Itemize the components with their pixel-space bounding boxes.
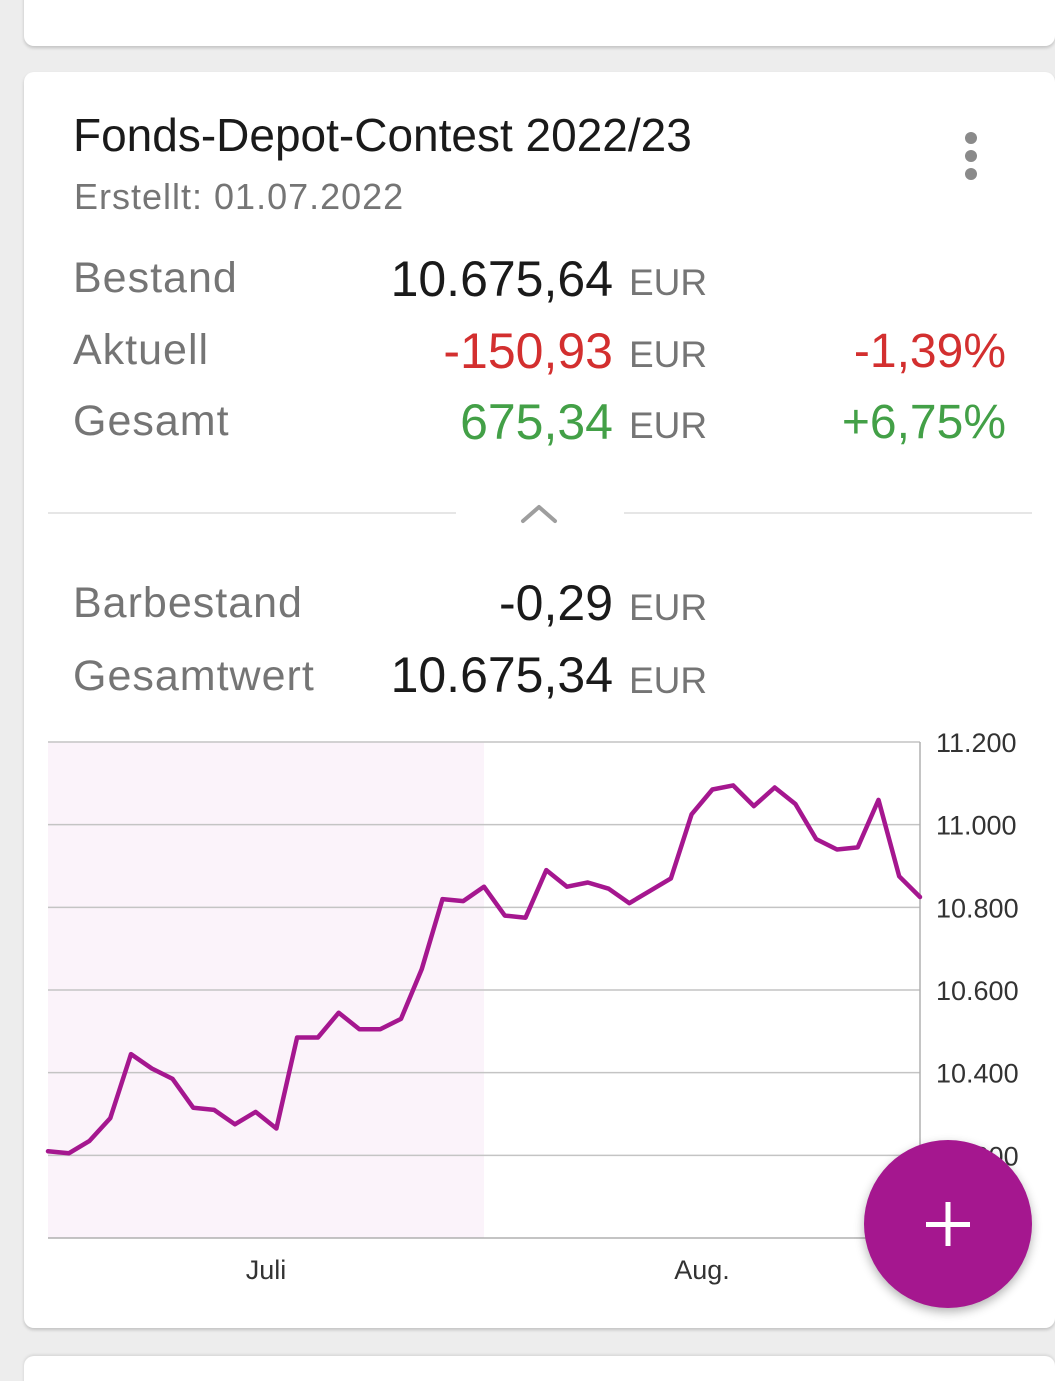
created-date: Erstellt: 01.07.2022 — [74, 176, 405, 217]
more-vert-icon[interactable] — [946, 126, 996, 186]
y-tick-label: 10.800 — [936, 893, 1019, 923]
gesamtwert-currency: EUR — [629, 660, 708, 701]
portfolio-title: Fonds-Depot-Contest 2022/23 — [73, 109, 692, 161]
add-button[interactable] — [864, 1140, 1032, 1308]
plus-icon — [926, 1202, 970, 1246]
barbestand-currency: EUR — [629, 587, 708, 628]
next-card[interactable] — [24, 1356, 1055, 1381]
divider-right — [624, 512, 1032, 514]
portfolio-card[interactable]: Fonds-Depot-Contest 2022/23 Erstellt: 01… — [24, 72, 1055, 1328]
gesamt-currency: EUR — [629, 405, 708, 446]
y-tick-label: 10.600 — [936, 976, 1019, 1006]
chevron-up-icon[interactable] — [519, 497, 559, 527]
y-tick-label: 10.400 — [936, 1059, 1019, 1089]
gesamtwert-label: Gesamtwert — [73, 652, 315, 700]
barbestand-label: Barbestand — [73, 579, 303, 627]
y-tick-label: 11.200 — [936, 732, 1017, 758]
barbestand-value: -0,29 — [499, 575, 613, 631]
x-tick-label: Juli — [246, 1255, 287, 1285]
gesamt-percent: +6,75% — [841, 396, 1006, 449]
aktuell-value: -150,93 — [443, 323, 613, 379]
x-tick-label: Aug. — [674, 1255, 730, 1285]
aktuell-percent: -1,39% — [853, 325, 1006, 378]
portfolio-chart[interactable]: 11.20011.00010.80010.60010.40010.200Juli… — [24, 732, 1055, 1292]
gesamtwert-value: 10.675,34 — [390, 647, 613, 703]
bestand-currency: EUR — [629, 262, 708, 303]
divider-left — [48, 512, 456, 514]
series-line — [45, 783, 923, 1156]
y-tick-label: 11.000 — [936, 811, 1017, 841]
previous-card[interactable] — [24, 0, 1055, 46]
aktuell-currency: EUR — [629, 334, 708, 375]
bestand-label: Bestand — [73, 254, 238, 302]
gesamt-value: 675,34 — [460, 394, 613, 450]
aktuell-label: Aktuell — [73, 326, 210, 374]
bestand-value: 10.675,64 — [390, 251, 613, 307]
gesamt-label: Gesamt — [73, 397, 230, 445]
